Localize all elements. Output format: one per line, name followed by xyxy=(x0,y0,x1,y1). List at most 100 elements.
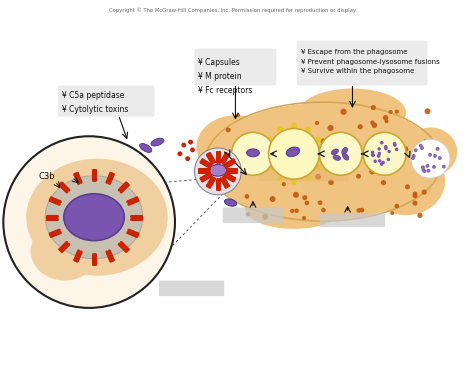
Circle shape xyxy=(402,146,408,152)
Text: ¥ C5a peptidase
¥ Cytolytic toxins: ¥ C5a peptidase ¥ Cytolytic toxins xyxy=(62,91,128,114)
Circle shape xyxy=(382,161,385,164)
Circle shape xyxy=(388,135,392,139)
Circle shape xyxy=(213,156,219,162)
Ellipse shape xyxy=(139,144,152,152)
Circle shape xyxy=(384,145,388,148)
Circle shape xyxy=(236,113,240,117)
Circle shape xyxy=(425,108,430,114)
Circle shape xyxy=(301,165,307,170)
Circle shape xyxy=(377,140,382,145)
Circle shape xyxy=(304,201,309,205)
Circle shape xyxy=(427,169,430,173)
Circle shape xyxy=(316,165,321,171)
FancyBboxPatch shape xyxy=(297,41,428,86)
Circle shape xyxy=(381,180,386,185)
Circle shape xyxy=(226,128,231,132)
FancyBboxPatch shape xyxy=(223,207,283,223)
Circle shape xyxy=(428,153,432,157)
Ellipse shape xyxy=(299,88,406,137)
Circle shape xyxy=(270,196,275,202)
Ellipse shape xyxy=(343,153,349,160)
FancyBboxPatch shape xyxy=(58,86,155,117)
Circle shape xyxy=(221,154,226,160)
FancyBboxPatch shape xyxy=(159,280,224,296)
Ellipse shape xyxy=(246,149,259,157)
Circle shape xyxy=(389,110,392,114)
Ellipse shape xyxy=(64,194,124,241)
Circle shape xyxy=(412,201,418,206)
Circle shape xyxy=(370,121,374,125)
Circle shape xyxy=(391,167,396,173)
Circle shape xyxy=(360,208,365,213)
Circle shape xyxy=(315,174,321,180)
Circle shape xyxy=(380,141,383,144)
Circle shape xyxy=(395,109,399,114)
Circle shape xyxy=(269,128,319,179)
Circle shape xyxy=(393,142,396,145)
Circle shape xyxy=(378,152,381,155)
Circle shape xyxy=(384,119,389,123)
Circle shape xyxy=(245,194,249,199)
Circle shape xyxy=(194,148,241,195)
Ellipse shape xyxy=(196,115,274,179)
Circle shape xyxy=(412,191,418,197)
Circle shape xyxy=(432,165,436,169)
Circle shape xyxy=(290,209,294,213)
Ellipse shape xyxy=(206,103,440,220)
Circle shape xyxy=(190,147,195,152)
Circle shape xyxy=(262,214,268,220)
Circle shape xyxy=(188,139,193,145)
Circle shape xyxy=(422,169,427,173)
Circle shape xyxy=(372,154,375,157)
Circle shape xyxy=(214,185,219,190)
Circle shape xyxy=(371,105,376,110)
Circle shape xyxy=(393,143,397,147)
Circle shape xyxy=(328,125,334,131)
Circle shape xyxy=(421,165,425,169)
Circle shape xyxy=(374,160,377,163)
Circle shape xyxy=(387,158,390,161)
Circle shape xyxy=(372,122,377,128)
Circle shape xyxy=(371,151,374,154)
Circle shape xyxy=(319,132,362,175)
Circle shape xyxy=(367,156,373,162)
Circle shape xyxy=(177,151,182,156)
Circle shape xyxy=(302,195,308,200)
Ellipse shape xyxy=(286,147,300,157)
Circle shape xyxy=(414,148,418,152)
Circle shape xyxy=(419,144,423,148)
Circle shape xyxy=(412,154,416,158)
Ellipse shape xyxy=(404,128,457,176)
Circle shape xyxy=(433,154,437,158)
Circle shape xyxy=(320,138,326,144)
Circle shape xyxy=(316,137,321,142)
Circle shape xyxy=(293,192,299,198)
Circle shape xyxy=(266,165,273,171)
Circle shape xyxy=(255,160,259,165)
FancyBboxPatch shape xyxy=(320,213,385,227)
Circle shape xyxy=(3,136,175,308)
Circle shape xyxy=(378,159,382,162)
Circle shape xyxy=(423,139,428,143)
Ellipse shape xyxy=(331,149,338,155)
Circle shape xyxy=(380,162,383,166)
Circle shape xyxy=(182,142,186,147)
Ellipse shape xyxy=(209,164,227,176)
Circle shape xyxy=(291,122,297,128)
Circle shape xyxy=(266,137,273,142)
Circle shape xyxy=(305,127,311,132)
Ellipse shape xyxy=(367,147,445,215)
Circle shape xyxy=(357,124,363,129)
Circle shape xyxy=(438,156,442,160)
Circle shape xyxy=(387,150,391,153)
Circle shape xyxy=(417,213,423,218)
Ellipse shape xyxy=(31,222,99,280)
Circle shape xyxy=(246,212,250,216)
Circle shape xyxy=(371,153,374,157)
Text: Copyright © The McGraw-Hill Companies, Inc. Permission required for reproduction: Copyright © The McGraw-Hill Companies, I… xyxy=(109,7,356,13)
Circle shape xyxy=(277,163,283,168)
Circle shape xyxy=(384,147,388,150)
Ellipse shape xyxy=(245,188,343,229)
Circle shape xyxy=(405,184,410,189)
Text: C3b: C3b xyxy=(38,172,55,181)
